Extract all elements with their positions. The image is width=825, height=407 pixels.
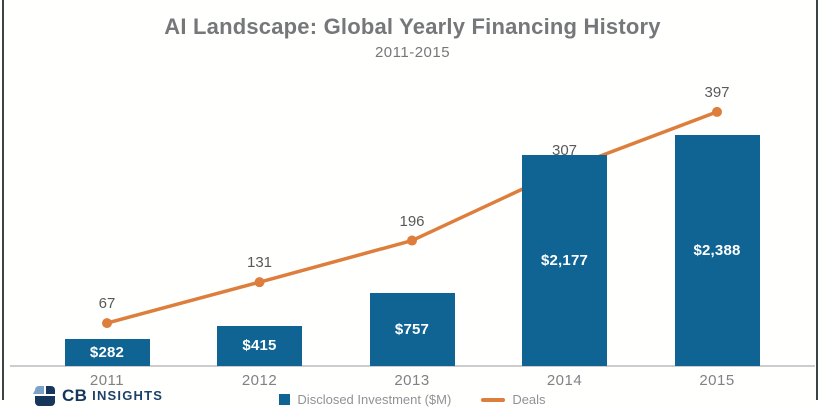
- chart-title: AI Landscape: Global Yearly Financing Hi…: [164, 14, 661, 39]
- title-block: AI Landscape: Global Yearly Financing Hi…: [0, 14, 825, 61]
- bar-2014: $2,177: [522, 155, 607, 366]
- deal-count-label: 307: [551, 141, 578, 159]
- left-frame-border: [2, 0, 4, 400]
- right-frame-border: [816, 0, 818, 400]
- bar-2012: $415: [217, 325, 302, 366]
- deals-point-marker: [712, 106, 722, 117]
- deal-count-label: 131: [246, 254, 273, 272]
- deals-point-marker: [102, 318, 112, 329]
- chart-subtitle: 2011-2015: [374, 44, 451, 61]
- logo-insights-text: INSIGHTS: [92, 388, 164, 403]
- x-tick-label-2011: 2011: [89, 372, 125, 389]
- bar-value-label: $2,388: [693, 242, 741, 260]
- x-tick-label-2012: 2012: [241, 372, 278, 389]
- logo-cb-text: CB: [62, 386, 88, 405]
- x-tick-label-2014: 2014: [546, 372, 583, 389]
- x-axis-line: [10, 365, 815, 367]
- bar-2013: $757: [369, 292, 455, 366]
- bar-value-label: $2,177: [540, 252, 589, 270]
- bar-value-label: $757: [394, 320, 430, 338]
- bar-value-label: $282: [89, 343, 125, 361]
- bar-2015: $2,388: [674, 135, 760, 366]
- bar-2011: $282: [64, 338, 150, 366]
- deal-count-label: 196: [399, 212, 425, 230]
- deal-count-label: 397: [704, 83, 730, 101]
- cb-insights-logo: CB INSIGHTS: [33, 386, 163, 406]
- deals-point-marker: [254, 277, 265, 288]
- bar-value-label: $415: [242, 337, 277, 355]
- x-tick-label-2013: 2013: [394, 372, 430, 389]
- deals-point-marker: [407, 235, 417, 246]
- deal-count-label: 67: [98, 295, 116, 313]
- x-tick-label-2015: 2015: [699, 372, 735, 389]
- cb-insights-logo-icon: [33, 386, 55, 406]
